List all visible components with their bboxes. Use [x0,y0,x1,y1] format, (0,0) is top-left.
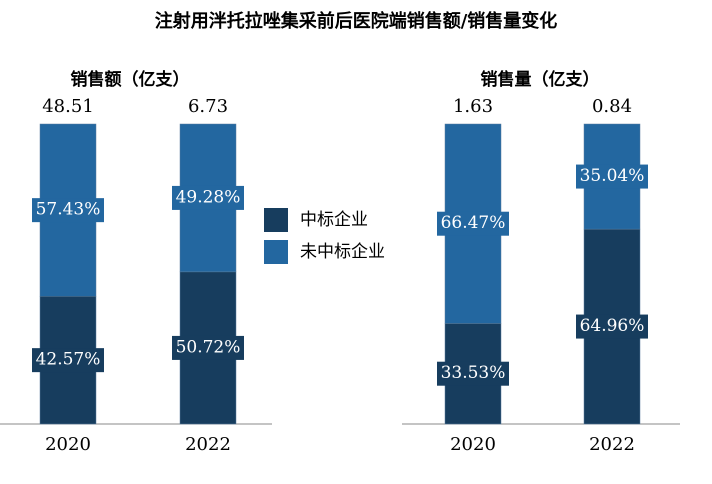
legend-swatch [264,240,288,264]
chart-title: 注射用泮托拉唑集采前后医院端销售额/销售量变化 [155,10,558,32]
label-box [32,198,104,223]
label-box [172,335,244,360]
label-box [576,164,648,189]
total-label: 48.51 [42,96,94,117]
legend-label: 中标企业 [300,210,368,230]
x-tick-label: 2022 [589,434,635,455]
label-box [576,314,648,339]
label-box [437,211,509,236]
data-label: 66.47% [441,213,506,233]
x-tick-label: 2022 [185,434,231,455]
subplot-title: 销售额（亿支） [71,69,190,90]
data-label: 49.28% [176,187,241,207]
legend-swatch [264,208,288,232]
total-label: 1.63 [453,96,493,117]
data-label: 57.43% [36,200,101,220]
total-label: 0.84 [592,96,632,117]
x-tick-label: 2020 [450,434,496,455]
data-label: 64.96% [580,316,645,336]
subplot-title: 销售量（亿支） [481,69,600,90]
data-label: 35.04% [580,166,645,186]
label-box [437,361,509,386]
x-tick-label: 2020 [45,434,91,455]
data-label: 42.57% [36,350,101,370]
label-box [32,348,104,373]
legend-label: 未中标企业 [300,242,385,262]
label-box [172,185,244,210]
total-label: 6.73 [188,96,228,117]
data-label: 33.53% [441,363,506,383]
data-label: 50.72% [176,337,241,357]
